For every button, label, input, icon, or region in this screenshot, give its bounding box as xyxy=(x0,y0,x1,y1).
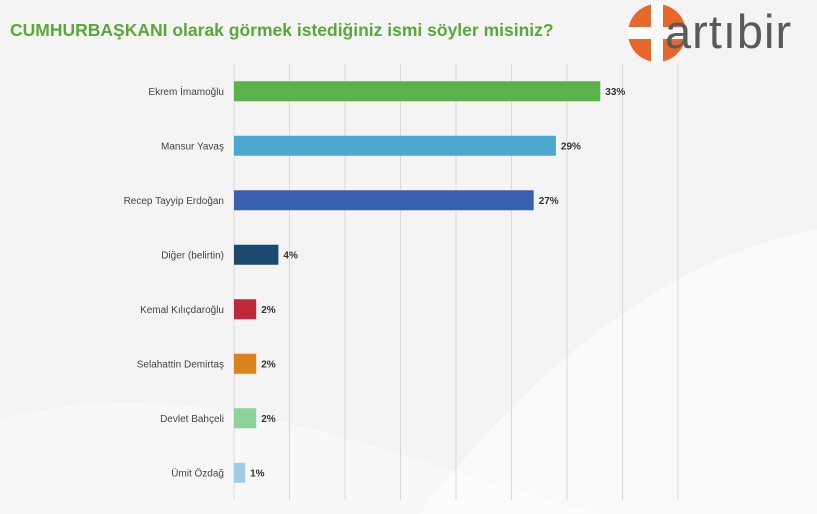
bar xyxy=(234,408,257,429)
category-label: Ümit Özdağ xyxy=(171,467,224,479)
bar xyxy=(234,353,257,374)
category-label: Recep Tayyip Erdoğan xyxy=(124,196,224,207)
category-label: Devlet Bahçeli xyxy=(160,414,224,425)
bar xyxy=(234,244,279,265)
category-label: Diğer (belirtin) xyxy=(161,250,224,261)
chart-bars: Ekrem İmamoğlu 33% Mansur Yavaş 29% Recep Ta… xyxy=(124,81,625,483)
bar xyxy=(234,299,257,320)
chart-title: CUMHURBAŞKANI olarak görmek istediğiniz … xyxy=(10,20,554,40)
value-label: 2% xyxy=(261,359,276,370)
logo-wordmark: artıbir xyxy=(665,5,793,58)
category-label: Ekrem İmamoğlu xyxy=(148,85,224,98)
value-label: 2% xyxy=(261,414,276,425)
category-label: Kemal Kılıçdaroğlu xyxy=(140,305,224,316)
bar xyxy=(234,462,246,483)
value-label: 2% xyxy=(261,305,276,316)
category-label: Mansur Yavaş xyxy=(161,141,224,152)
category-label: Selahattin Demirtaş xyxy=(137,359,224,370)
bar xyxy=(234,81,601,102)
value-label: 29% xyxy=(561,141,581,152)
value-label: 27% xyxy=(539,196,559,207)
bar xyxy=(234,190,534,211)
value-label: 4% xyxy=(283,250,298,261)
chart-grid xyxy=(233,64,679,500)
value-label: 1% xyxy=(250,468,265,479)
artibir-logo: artıbir xyxy=(625,0,815,64)
bar xyxy=(234,135,556,156)
value-label: 33% xyxy=(605,87,625,98)
logo-mark-icon xyxy=(628,2,686,64)
